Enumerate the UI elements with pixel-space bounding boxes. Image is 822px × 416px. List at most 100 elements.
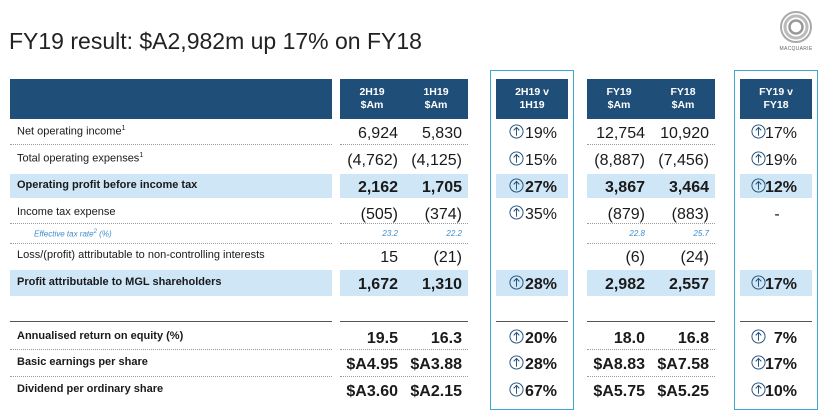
cell-fy19: $A8.83 <box>593 356 645 373</box>
row-label: Profit attributable to MGL shareholders <box>17 276 222 288</box>
up-arrow-circle-icon <box>509 329 524 344</box>
row-highlight <box>496 174 568 198</box>
row-label: Dividend per ordinary share <box>17 383 164 395</box>
up-arrow-circle-icon <box>509 124 524 139</box>
cell-half-change: 35% <box>525 206 558 223</box>
table-row: Net operating income1 <box>17 125 126 138</box>
col-2h19: 2H19 $Am <box>359 86 385 111</box>
row-label: Income tax expense <box>17 206 116 218</box>
up-arrow-circle-icon <box>509 178 524 193</box>
cell-1h19: (4,125) <box>411 152 462 169</box>
cell-half-change: 27% <box>525 179 558 196</box>
row-label: Operating profit before income tax <box>17 179 198 191</box>
up-arrow-circle-icon <box>751 329 766 344</box>
cell-year-change: 17% <box>765 125 798 142</box>
cell-2h19: (505) <box>360 206 398 223</box>
cell-fy18: (7,456) <box>658 152 709 169</box>
cell-fy18: $A7.58 <box>657 356 709 373</box>
row-label: Annualised return on equity (%) <box>17 330 184 342</box>
row-label: Net operating income <box>17 125 122 138</box>
cell-year-change: 17% <box>765 276 798 293</box>
row-highlight <box>587 270 715 296</box>
row-highlight <box>10 174 332 198</box>
cell-1h19: $A2.15 <box>410 383 462 400</box>
cell-2h19: (4,762) <box>347 152 398 169</box>
year-comparison-frame <box>734 70 818 410</box>
half-comparison-frame <box>490 70 574 410</box>
table-row: Annualised return on equity (%) <box>10 330 815 346</box>
cell-1h19: 5,830 <box>421 125 462 142</box>
cell-fy18: (24) <box>680 249 709 266</box>
cell-2h19: 2,162 <box>357 179 398 196</box>
up-arrow-circle-icon <box>751 124 766 139</box>
table-row: Effective tax rate2 (%) <box>34 229 112 239</box>
cell-half-change: 28% <box>525 276 558 293</box>
header-half-values: 2H19 $Am 1H19 $Am <box>340 79 468 119</box>
cell-1h19: (21) <box>433 249 462 266</box>
row-highlight <box>340 270 468 296</box>
row-label: Effective tax rate <box>34 229 94 239</box>
table-row: Total operating expenses1 <box>17 152 144 165</box>
cell-fy18: 2,557 <box>668 276 709 293</box>
macquarie-logo-icon <box>780 11 812 43</box>
cell-1h19: $A3.88 <box>410 356 462 373</box>
cell-2h19: 23.2 <box>382 229 398 238</box>
macquarie-logo: MACQUARIE <box>774 9 818 57</box>
cell-1h19: 22.2 <box>446 229 462 238</box>
row-label: Basic earnings per share <box>17 356 148 368</box>
cell-fy19: 3,867 <box>604 179 645 196</box>
cell-fy19: 12,754 <box>596 125 645 142</box>
cell-year-change: 7% <box>773 330 797 347</box>
up-arrow-circle-icon <box>751 355 766 370</box>
cell-fy19: $A5.75 <box>593 383 645 400</box>
up-arrow-circle-icon <box>509 355 524 370</box>
table-row: Operating profit before income tax <box>10 179 815 195</box>
cell-half-change: 15% <box>525 152 558 169</box>
up-arrow-circle-icon <box>751 275 766 290</box>
cell-half-change: 20% <box>525 330 558 347</box>
cell-2h19: $A4.95 <box>346 356 398 373</box>
col-fy19-v-fy18: FY19 v FY18 <box>740 79 812 119</box>
cell-year-change: 17% <box>765 356 798 373</box>
up-arrow-circle-icon <box>751 151 766 166</box>
row-highlight <box>496 270 568 296</box>
cell-fy19: 18.0 <box>613 330 645 347</box>
row-highlight <box>10 270 332 296</box>
col-2h19-v-1h19: 2H19 v 1H19 <box>496 79 568 119</box>
cell-fy19: (6) <box>625 249 645 266</box>
table-header-label-area <box>10 79 332 119</box>
cell-fy18: 25.7 <box>693 229 709 238</box>
cell-half-change: 67% <box>525 383 558 400</box>
cell-fy18: 16.8 <box>677 330 709 347</box>
table-row: Loss/(profit) attributable to non-contro… <box>10 249 815 265</box>
col-1h19: 1H19 $Am <box>423 86 449 111</box>
cell-fy19: 2,982 <box>604 276 645 293</box>
cell-2h19: 1,672 <box>357 276 398 293</box>
cell-fy19: (879) <box>607 206 645 223</box>
cell-fy19: 22.8 <box>629 229 645 238</box>
logo-text: MACQUARIE <box>779 46 813 52</box>
row-label: Loss/(profit) attributable to non-contro… <box>17 249 265 261</box>
col-fy19: FY19 $Am <box>606 86 632 111</box>
table-row: Income tax expense <box>10 206 815 222</box>
col-fy18: FY18 $Am <box>670 86 696 111</box>
cell-year-change: - <box>774 206 780 223</box>
up-arrow-circle-icon <box>751 178 766 193</box>
table-row: Dividend per ordinary share <box>10 383 815 399</box>
table-row: Profit attributable to MGL shareholders <box>10 276 815 292</box>
row-highlight <box>340 174 468 198</box>
table-row: Basic earnings per share <box>10 356 815 372</box>
cell-2h19: 19.5 <box>366 330 398 347</box>
up-arrow-circle-icon <box>751 382 766 397</box>
cell-2h19: 15 <box>380 249 398 266</box>
row-label: Total operating expenses <box>17 152 140 165</box>
cell-2h19: 6,924 <box>357 125 398 142</box>
cell-fy18: 10,920 <box>660 125 709 142</box>
cell-fy19: (8,887) <box>594 152 645 169</box>
cell-1h19: 1,705 <box>421 179 462 196</box>
cell-year-change: 12% <box>765 179 798 196</box>
cell-year-change: 19% <box>765 152 798 169</box>
up-arrow-circle-icon <box>509 205 524 220</box>
up-arrow-circle-icon <box>509 382 524 397</box>
cell-fy18: 3,464 <box>668 179 709 196</box>
